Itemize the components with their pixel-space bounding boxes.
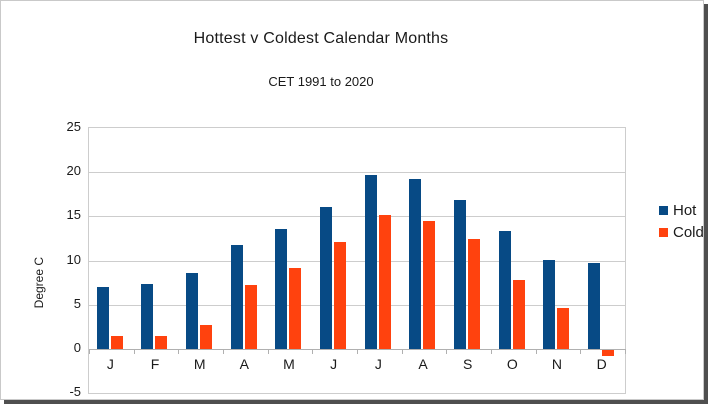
bar-hot-4 (230, 244, 243, 349)
x-axis-tick (402, 348, 403, 354)
x-axis-tick (312, 348, 313, 354)
x-tick-label-5: M (283, 356, 295, 372)
x-tick-label-2: F (150, 356, 160, 372)
x-axis-tick (536, 348, 537, 354)
x-tick-label-8: A (418, 356, 428, 372)
legend-item-cold: Cold (659, 224, 704, 241)
y-tick-label-15: 15 (66, 207, 81, 223)
bar-cold-4 (244, 285, 257, 349)
legend-swatch-hot-icon (659, 206, 668, 215)
x-axis-tick (491, 348, 492, 354)
x-tick-label-6: J (330, 356, 338, 372)
bar-cold-5 (289, 268, 302, 349)
x-tick-label-3: M (193, 356, 206, 372)
bar-cold-11 (557, 308, 570, 349)
bar-hot-6 (319, 206, 332, 349)
x-axis-tick (357, 348, 358, 354)
y-tick-label-20: 20 (66, 163, 81, 179)
gridline-5 (89, 304, 625, 306)
x-axis-tick (134, 348, 135, 354)
gridline-20 (89, 172, 625, 174)
bar-hot-10 (498, 231, 511, 349)
x-axis-tick (89, 348, 90, 354)
legend-label-cold: Cold (673, 224, 704, 241)
chart-subtitle: CET 1991 to 2020 (268, 74, 374, 89)
bar-hot-2 (141, 284, 154, 349)
x-tick-label-1: J (106, 356, 114, 372)
legend-swatch-cold-icon (659, 228, 668, 237)
x-axis-tick (446, 348, 447, 354)
bar-cold-1 (110, 336, 123, 349)
x-axis-tick (625, 348, 626, 354)
x-tick-label-12: D (596, 356, 607, 372)
bar-cold-12 (601, 349, 614, 356)
bar-hot-8 (409, 179, 422, 349)
bar-hot-9 (453, 200, 466, 349)
x-tick-label-7: J (374, 356, 382, 372)
x-tick-label-4: A (239, 356, 249, 372)
bar-cold-9 (467, 239, 480, 349)
bar-hot-11 (543, 259, 556, 349)
bar-cold-3 (199, 324, 212, 349)
y-tick-label-5: 5 (73, 295, 81, 311)
bar-hot-7 (364, 174, 377, 349)
x-axis-tick (178, 348, 179, 354)
x-axis-tick (580, 348, 581, 354)
bar-hot-3 (185, 272, 198, 349)
x-axis-tick (223, 348, 224, 354)
x-tick-label-11: N (551, 356, 563, 372)
chart-frame: Hottest v Coldest Calendar Months CET 19… (0, 0, 704, 400)
y-tick-label-0: 0 (73, 339, 81, 355)
gridline-10 (89, 260, 625, 262)
bar-cold-8 (423, 220, 436, 349)
x-tick-label-10: O (506, 356, 518, 372)
bar-hot-12 (587, 263, 600, 349)
bar-cold-2 (155, 335, 168, 349)
plot-area (88, 127, 626, 394)
legend-label-hot: Hot (673, 202, 697, 219)
legend-item-hot: Hot (659, 202, 696, 219)
x-tick-label-9: S (462, 356, 473, 372)
chart-title: Hottest v Coldest Calendar Months (193, 30, 449, 47)
bar-hot-5 (275, 228, 288, 349)
bar-cold-6 (333, 241, 346, 349)
bar-hot-1 (96, 287, 109, 349)
x-axis-tick (268, 348, 269, 354)
y-tick-label-25: 25 (66, 119, 81, 134)
bar-cold-7 (378, 214, 391, 349)
y-tick-label-10: 10 (66, 251, 81, 267)
bar-cold-10 (512, 279, 525, 349)
gridline-15 (89, 216, 625, 218)
y-tick-label--5: -5 (69, 384, 81, 399)
